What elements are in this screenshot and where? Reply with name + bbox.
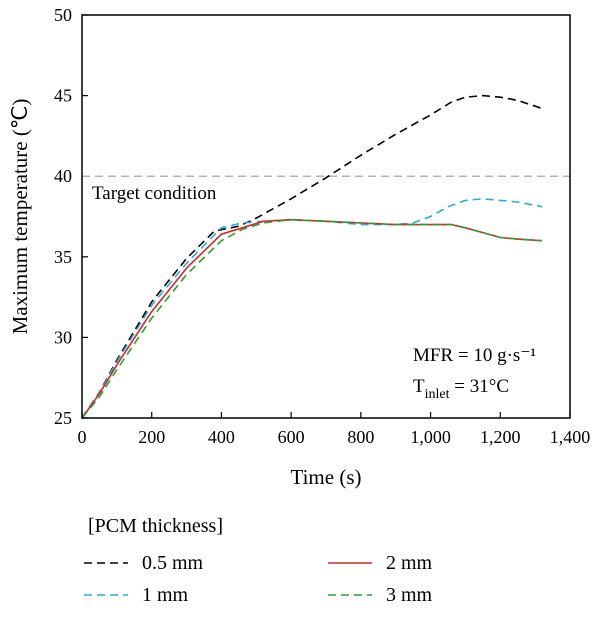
x-tick-label: 1,000 [410, 427, 451, 447]
legend-title: [PCM thickness] [88, 515, 223, 537]
x-axis-label: Time (s) [291, 465, 362, 489]
plot-frame [81, 14, 571, 419]
legend-label: 2 mm [386, 552, 433, 574]
series-layer [81, 94, 543, 419]
x-tick-label: 400 [208, 427, 235, 447]
target-condition-label: Target condition [92, 183, 217, 204]
y-tick-label: 35 [54, 247, 72, 267]
x-tick-label: 200 [138, 427, 165, 447]
x-tick-label: 0 [78, 427, 87, 447]
x-tick-label: 1,400 [550, 427, 591, 447]
x-tick-label: 800 [347, 427, 374, 447]
x-tick-label: 600 [278, 427, 305, 447]
series-line-3-mm [81, 218, 543, 419]
inlet-temp-symbol: T [413, 376, 425, 397]
series-line-0-5-mm [81, 94, 543, 419]
inlet-temp-value: = 31°C [450, 376, 510, 397]
series-line-1-mm [81, 198, 543, 419]
x-tick-label: 1,200 [480, 427, 521, 447]
ticks-layer: 0 200 400 600 800 1,000 1,200 1,400 25 30 35 40 45 50 [54, 5, 590, 447]
legend-label: 0.5 mm [142, 552, 204, 574]
series-line-2-mm [81, 218, 543, 419]
inlet-temp-annotation: Tinlet = 31°C [413, 376, 509, 402]
inlet-temp-subscript: inlet [425, 387, 450, 402]
mfr-annotation: MFR = 10 g·s⁻¹ [413, 345, 536, 366]
y-tick-label: 50 [54, 5, 72, 25]
y-tick-label: 45 [54, 86, 72, 106]
legend-label: 1 mm [142, 584, 189, 606]
y-axis-label: Maximum temperature (℃) [8, 99, 32, 335]
y-tick-label: 40 [54, 166, 72, 186]
legend-label: 3 mm [386, 584, 433, 606]
y-tick-label: 25 [54, 408, 72, 428]
legend: 0.5 mm 2 mm 1 mm 3 mm [84, 552, 433, 606]
y-tick-label: 30 [54, 327, 72, 347]
